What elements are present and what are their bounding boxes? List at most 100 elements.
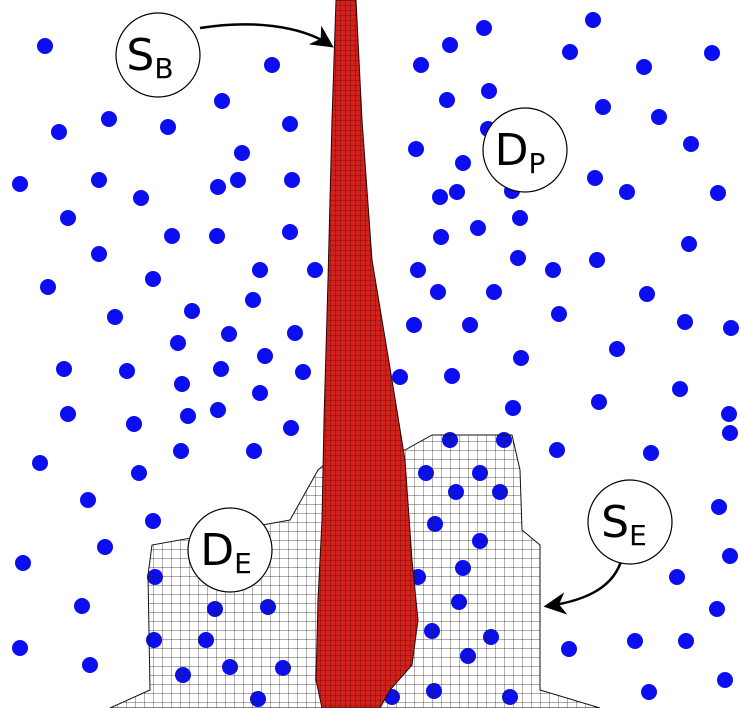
particle — [91, 172, 107, 188]
particle — [677, 314, 693, 330]
particle — [641, 684, 657, 700]
particle — [439, 92, 455, 108]
particle — [15, 555, 31, 571]
particle — [180, 408, 196, 424]
particle — [56, 361, 72, 377]
label-main: D — [200, 525, 234, 576]
particle — [562, 44, 578, 60]
particle — [51, 124, 67, 140]
particle — [234, 145, 250, 161]
particle — [410, 262, 426, 278]
particle — [413, 57, 429, 73]
particle — [681, 236, 697, 252]
particle — [257, 348, 273, 364]
particle — [82, 657, 98, 673]
particle — [221, 326, 237, 342]
particle — [74, 598, 90, 614]
particle — [510, 250, 526, 266]
figure: SB DP DE SE — [0, 0, 740, 708]
particle — [442, 37, 458, 53]
particle — [230, 172, 246, 188]
particle — [107, 309, 123, 325]
particle — [282, 224, 298, 240]
particle — [133, 190, 149, 206]
particle — [476, 20, 492, 36]
particle — [561, 641, 577, 657]
particle — [131, 465, 147, 481]
label-sub: P — [529, 147, 546, 180]
particle — [551, 306, 567, 322]
particle — [283, 420, 299, 436]
particle — [145, 271, 161, 287]
particle — [643, 445, 659, 461]
particle — [174, 376, 190, 392]
particle — [184, 303, 200, 319]
particle — [710, 185, 726, 201]
particle — [709, 601, 725, 617]
particle — [210, 402, 226, 418]
particle — [595, 99, 611, 115]
particle — [636, 59, 652, 75]
label-main: D — [495, 125, 529, 176]
particle — [444, 368, 460, 384]
particle — [245, 292, 261, 308]
particle — [145, 513, 161, 529]
particle — [591, 394, 607, 410]
particle — [307, 262, 323, 278]
particle — [101, 111, 117, 127]
particle — [160, 119, 176, 135]
particle — [513, 350, 529, 366]
particle — [669, 569, 685, 585]
label-main: S — [601, 497, 629, 548]
particle — [627, 633, 643, 649]
label-bubble: DE — [188, 508, 272, 592]
particle — [470, 220, 486, 236]
particle — [252, 385, 268, 401]
particle — [481, 83, 497, 99]
particle — [406, 317, 422, 333]
particle — [721, 406, 737, 422]
particle — [651, 109, 667, 125]
particle — [91, 246, 107, 262]
particle — [549, 442, 565, 458]
particle — [60, 210, 76, 226]
particle — [704, 45, 720, 61]
particle — [512, 210, 528, 226]
particle — [505, 400, 521, 416]
particle — [246, 443, 262, 459]
particle — [432, 189, 448, 205]
particle — [589, 252, 605, 268]
particle — [97, 539, 113, 555]
particle — [32, 455, 48, 471]
label-bubble: SE — [588, 480, 672, 564]
particle — [282, 116, 298, 132]
particle — [585, 12, 601, 28]
particle — [392, 369, 408, 385]
particle — [37, 38, 53, 54]
particle — [80, 492, 96, 508]
label-sub: B — [154, 52, 173, 85]
particle — [678, 633, 694, 649]
particle — [214, 93, 230, 109]
particle — [408, 141, 424, 157]
particle — [486, 284, 502, 300]
particle — [717, 672, 733, 688]
particle — [462, 317, 478, 333]
particle — [119, 363, 135, 379]
particle — [722, 425, 738, 441]
particle — [213, 361, 229, 377]
particle — [449, 184, 465, 200]
particle — [722, 548, 738, 564]
particle — [672, 381, 688, 397]
particle — [12, 176, 28, 192]
label-main: S — [126, 30, 154, 81]
particle — [609, 341, 625, 357]
particle — [40, 279, 56, 295]
particle — [164, 228, 180, 244]
particle — [173, 443, 189, 459]
label-bubble: SB — [116, 13, 200, 97]
particle — [170, 335, 186, 351]
particle — [264, 57, 280, 73]
particle — [12, 640, 28, 656]
particle — [284, 172, 300, 188]
